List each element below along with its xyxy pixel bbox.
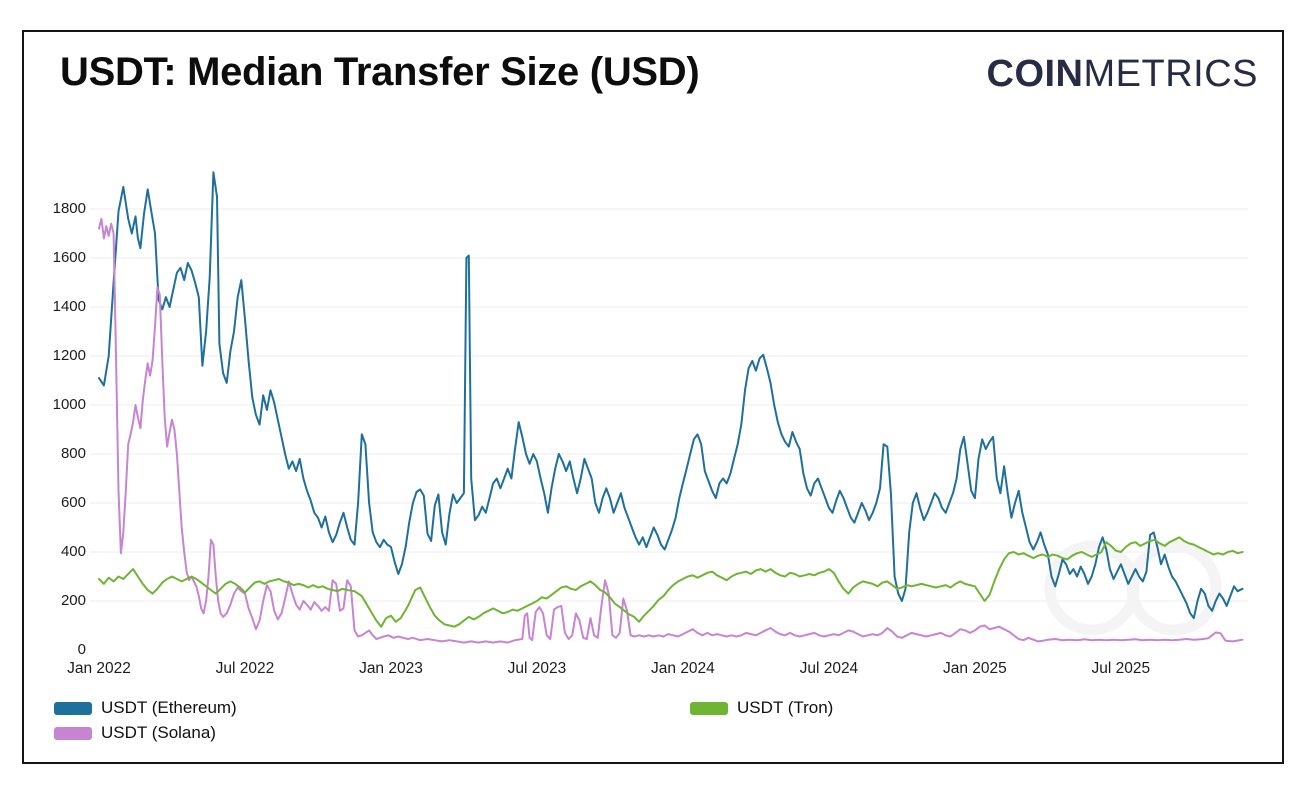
x-tick-label-jul-2023: Jul 2023 <box>507 660 567 677</box>
y-tick-label-1200: 1200 <box>52 347 86 364</box>
series-line-usdt--ethereum- <box>98 171 1244 620</box>
series-line-usdt--tron- <box>98 536 1244 628</box>
y-tick-label-1600: 1600 <box>52 249 86 266</box>
y-tick-label-1000: 1000 <box>52 396 86 413</box>
legend-label-solana: USDT (Solana) <box>101 723 216 742</box>
x-tick-label-jul-2022: Jul 2022 <box>215 660 275 677</box>
x-tick-label-jul-2024: Jul 2024 <box>799 660 859 677</box>
y-tick-label-200: 200 <box>60 592 86 609</box>
coinmetrics-ring-watermark-1 <box>1126 540 1222 636</box>
y-tick-label-600: 600 <box>60 494 86 511</box>
y-tick-label-400: 400 <box>60 543 86 560</box>
y-tick-label-0: 0 <box>77 641 86 658</box>
x-tick-label-jan-2023: Jan 2023 <box>359 660 423 677</box>
page-title: USDT: Median Transfer Size (USD) <box>60 50 700 94</box>
tron-swatch-icon <box>690 701 728 715</box>
chart-card: USDT: Median Transfer Size (USD) COINMET… <box>22 30 1284 764</box>
y-tick-label-800: 800 <box>60 445 86 462</box>
x-tick-label-jan-2024: Jan 2024 <box>651 660 715 677</box>
x-tick-label-jan-2022: Jan 2022 <box>67 660 131 677</box>
logo-metrics-text: METRICS <box>1083 53 1258 95</box>
legend-item-ethereum: USDT (Ethereum) <box>54 698 237 718</box>
series-line-usdt--solana- <box>98 217 1244 644</box>
y-tick-label-1800: 1800 <box>52 200 86 217</box>
legend-label-tron: USDT (Tron) <box>737 698 834 717</box>
logo-coin-text: COIN <box>986 53 1084 95</box>
x-tick-label-jan-2025: Jan 2025 <box>942 660 1007 677</box>
plot-area: 0 200 400 600 800 1000 1200 1400 1600 1800 Jan 202… <box>24 32 1280 760</box>
legend-item-tron: USDT (Tron) <box>690 698 833 718</box>
chart-canvas <box>90 171 1248 644</box>
y-tick-label-1400: 1400 <box>52 298 86 315</box>
legend-label-ethereum: USDT (Ethereum) <box>101 698 237 717</box>
coinmetrics-logo: COINMETRICS <box>987 52 1259 98</box>
legend-item-solana: USDT (Solana) <box>54 723 216 743</box>
solana-swatch-icon <box>54 726 92 740</box>
x-tick-label-jul-2025: Jul 2025 <box>1091 660 1151 677</box>
ethereum-swatch-icon <box>54 701 92 715</box>
